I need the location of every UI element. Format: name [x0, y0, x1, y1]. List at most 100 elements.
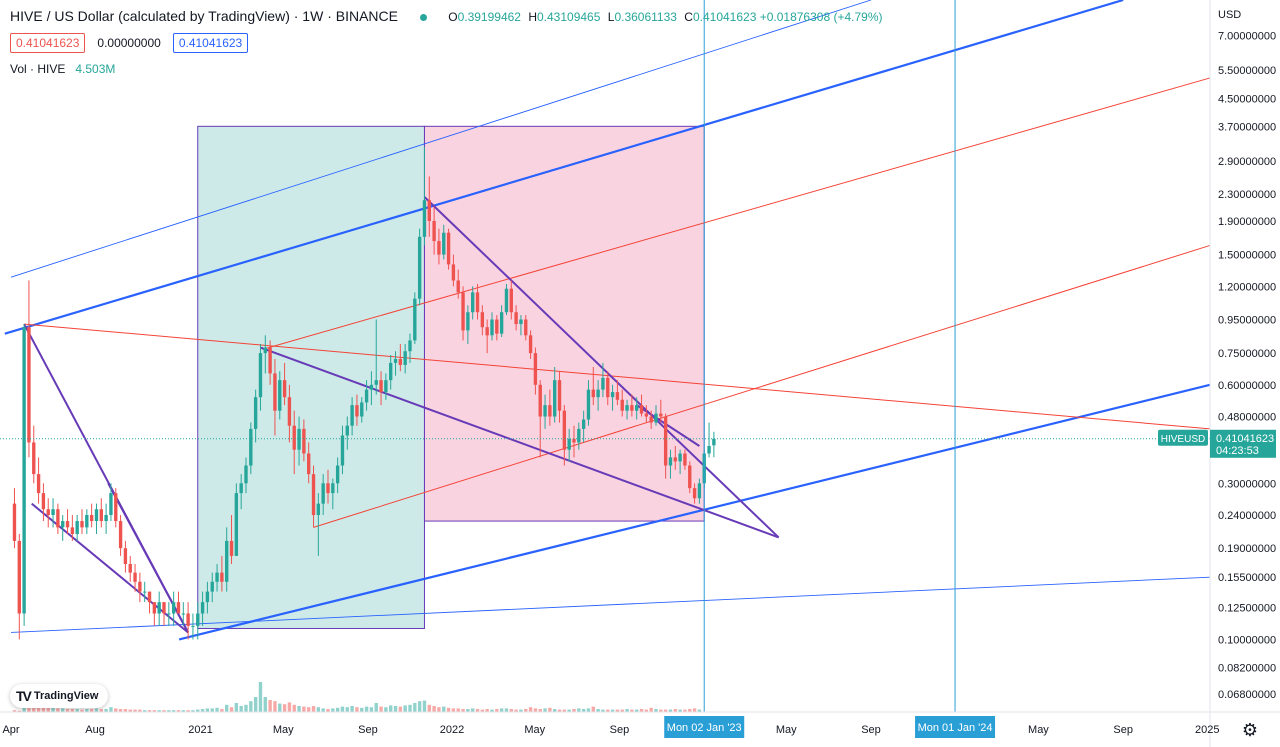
volume-bar [514, 709, 518, 712]
candle [109, 483, 113, 522]
tradingview-logo[interactable]: TV TradingView [10, 684, 109, 708]
symbol-title[interactable]: HIVE / US Dollar (calculated by TradingV… [10, 8, 398, 24]
candle [413, 292, 417, 344]
candle-body [557, 380, 562, 411]
candle [302, 419, 306, 462]
candle [89, 503, 94, 528]
volume-bar [432, 706, 436, 712]
volume-bar [495, 709, 499, 712]
candle-body [393, 358, 398, 363]
price-tick-label: 0.08200000 [1218, 663, 1276, 675]
sell-price-button[interactable]: 0.41041623 [10, 33, 86, 53]
volume-bar [389, 705, 393, 712]
candle [234, 483, 239, 556]
volume-bar [225, 704, 229, 712]
volume-bar [292, 704, 296, 712]
volume-bar [567, 709, 571, 712]
candle [297, 416, 301, 466]
bid-ask-panel: 0.41041623 0.00000000 0.41041623 [10, 33, 249, 53]
candle [432, 206, 436, 255]
candle-body [210, 581, 214, 592]
candle-body [36, 474, 41, 494]
candle [610, 384, 615, 411]
candle-body [581, 419, 586, 429]
price-tick-label: 0.12500000 [1218, 603, 1276, 615]
volume-bar [152, 710, 157, 712]
candle-body [263, 347, 267, 354]
candle-body [297, 428, 301, 450]
candle [379, 371, 383, 406]
candle-body [229, 540, 234, 556]
buy-price-button[interactable]: 0.41041623 [172, 33, 249, 53]
candle-body [654, 413, 658, 423]
volume-bar [519, 709, 523, 712]
candle [504, 283, 509, 316]
volume-bar [200, 709, 205, 712]
candle-body [577, 428, 581, 443]
volume-label[interactable]: Vol · HIVE [10, 62, 66, 76]
candle [567, 428, 571, 462]
volume-bar [422, 700, 427, 712]
candle-body [147, 591, 152, 603]
candle [331, 478, 335, 510]
time-tick-label: 2025 [1195, 724, 1219, 736]
price-tick-label: 1.90000000 [1218, 216, 1276, 228]
candle-body [364, 389, 369, 403]
volume-bar [104, 709, 108, 712]
candle [249, 422, 253, 475]
volume-bar [596, 709, 600, 712]
candle [36, 457, 41, 504]
candle [282, 362, 287, 406]
candle-body [485, 327, 489, 336]
volume-bar [253, 697, 258, 712]
candle [538, 380, 542, 458]
candle [451, 254, 456, 287]
candle-body [355, 405, 359, 417]
candle [471, 286, 475, 320]
candle-body [157, 602, 161, 614]
price-axis-unit: USD [1218, 9, 1241, 21]
candle-body [461, 292, 465, 331]
candle-body [46, 509, 50, 516]
candle [635, 397, 639, 420]
volume-bar [171, 710, 176, 712]
candle-body [437, 241, 441, 255]
volume-bar [205, 708, 210, 712]
candle-body [379, 380, 383, 393]
candle [389, 355, 393, 390]
ohlc-values: O0.39199462 H0.43109465 L0.36061133 C0.4… [444, 10, 882, 24]
marker-time-label-bg [915, 716, 996, 738]
candle [27, 280, 31, 458]
volume-bar [181, 710, 185, 712]
settings-gear-icon[interactable]: ⚙ [1241, 720, 1259, 740]
volume-bar [138, 709, 142, 712]
candle [133, 564, 137, 592]
volume-bar [51, 707, 55, 712]
candle-body [99, 509, 103, 522]
candle-body [196, 613, 200, 626]
volume-bar [548, 707, 552, 712]
volume-bar [538, 709, 542, 712]
volume-bar [663, 709, 668, 712]
candle-body [51, 509, 55, 516]
candle [17, 533, 21, 640]
volume-bar [557, 709, 562, 712]
candle [422, 146, 427, 246]
volume-bar [147, 710, 152, 712]
volume-bar [697, 709, 702, 712]
candle-body [109, 493, 113, 516]
candle [461, 286, 465, 341]
volume-bar [543, 708, 547, 712]
candle-body [17, 540, 21, 614]
volume-bar [606, 709, 610, 712]
price-tick-label: 0.15500000 [1218, 572, 1276, 584]
volume-bar [639, 709, 644, 712]
candle-body [596, 389, 600, 398]
candle [138, 572, 142, 603]
volume-bar [480, 709, 485, 712]
price-tick-label: 4.50000000 [1218, 93, 1276, 105]
candle-body [572, 438, 576, 443]
candle [278, 371, 282, 420]
price-tick-label: 3.70000000 [1218, 121, 1276, 133]
